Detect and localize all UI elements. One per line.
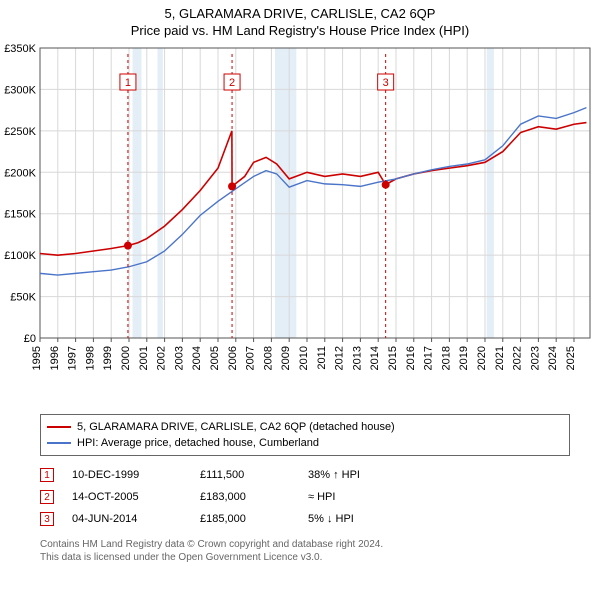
svg-text:£0: £0 (24, 333, 36, 345)
legend-row: 5, GLARAMARA DRIVE, CARLISLE, CA2 6QP (d… (47, 419, 563, 435)
svg-text:2020: 2020 (476, 346, 488, 370)
svg-text:2007: 2007 (245, 346, 257, 370)
sale-delta: 38% ↑ HPI (308, 469, 408, 481)
svg-text:£350K: £350K (4, 43, 36, 55)
svg-text:2025: 2025 (565, 346, 577, 370)
sale-price: £185,000 (200, 513, 290, 525)
svg-text:£150K: £150K (4, 209, 36, 221)
legend-label-hpi: HPI: Average price, detached house, Cumb… (77, 437, 319, 449)
svg-text:£200K: £200K (4, 167, 36, 179)
legend-label-property: 5, GLARAMARA DRIVE, CARLISLE, CA2 6QP (d… (77, 421, 395, 433)
svg-text:2013: 2013 (351, 346, 363, 370)
chart-area: £0 £50K £100K £150K £200K £250K £300K £350K 1995… (0, 38, 600, 408)
sales-row: 1 10-DEC-1999 £111,500 38% ↑ HPI (40, 464, 570, 486)
sale-date: 14-OCT-2005 (72, 491, 182, 503)
chart-svg: £0 £50K £100K £150K £200K £250K £300K £350K 1995… (0, 38, 600, 408)
svg-text:2024: 2024 (547, 346, 559, 370)
svg-text:2014: 2014 (369, 346, 381, 370)
sale-marker-icon: 2 (40, 490, 54, 504)
svg-text:2023: 2023 (529, 346, 541, 370)
svg-text:1995: 1995 (31, 346, 43, 370)
svg-text:2012: 2012 (334, 346, 346, 370)
sale-delta: ≈ HPI (308, 491, 408, 503)
svg-text:2016: 2016 (405, 346, 417, 370)
sale-delta: 5% ↓ HPI (308, 513, 408, 525)
sale-marker-icon: 3 (40, 512, 54, 526)
legend: 5, GLARAMARA DRIVE, CARLISLE, CA2 6QP (d… (40, 414, 570, 456)
chart-container: 5, GLARAMARA DRIVE, CARLISLE, CA2 6QP Pr… (0, 0, 600, 564)
svg-text:3: 3 (383, 77, 389, 89)
sales-row: 3 04-JUN-2014 £185,000 5% ↓ HPI (40, 508, 570, 530)
svg-text:£250K: £250K (4, 126, 36, 138)
svg-text:1998: 1998 (84, 346, 96, 370)
sale-price: £111,500 (200, 469, 290, 481)
footer-attribution: Contains HM Land Registry data © Crown c… (40, 538, 570, 564)
svg-text:2001: 2001 (138, 346, 150, 370)
svg-text:2021: 2021 (494, 346, 506, 370)
sale-price: £183,000 (200, 491, 290, 503)
svg-text:2011: 2011 (316, 346, 328, 370)
svg-text:2015: 2015 (387, 346, 399, 370)
svg-text:2019: 2019 (458, 346, 470, 370)
svg-text:2000: 2000 (120, 346, 132, 370)
svg-text:2005: 2005 (209, 346, 221, 370)
svg-text:2022: 2022 (512, 346, 524, 370)
svg-text:2010: 2010 (298, 346, 310, 370)
svg-text:2018: 2018 (440, 346, 452, 370)
sale-date: 04-JUN-2014 (72, 513, 182, 525)
title-address: 5, GLARAMARA DRIVE, CARLISLE, CA2 6QP (0, 6, 600, 21)
svg-text:2002: 2002 (156, 346, 168, 370)
title-subtitle: Price paid vs. HM Land Registry's House … (0, 23, 600, 38)
svg-text:£50K: £50K (10, 292, 36, 304)
svg-text:2009: 2009 (280, 346, 292, 370)
sales-row: 2 14-OCT-2005 £183,000 ≈ HPI (40, 486, 570, 508)
svg-text:2004: 2004 (191, 346, 203, 370)
svg-text:2008: 2008 (262, 346, 274, 370)
svg-text:1: 1 (125, 77, 131, 89)
legend-swatch-property (47, 426, 71, 428)
svg-text:2: 2 (229, 77, 235, 89)
svg-text:1999: 1999 (102, 346, 114, 370)
sale-marker-icon: 1 (40, 468, 54, 482)
legend-swatch-hpi (47, 442, 71, 444)
titles-block: 5, GLARAMARA DRIVE, CARLISLE, CA2 6QP Pr… (0, 0, 600, 38)
svg-text:1997: 1997 (67, 346, 79, 370)
footer-line: This data is licensed under the Open Gov… (40, 551, 570, 564)
svg-text:2003: 2003 (173, 346, 185, 370)
svg-text:1996: 1996 (49, 346, 61, 370)
svg-text:2006: 2006 (227, 346, 239, 370)
svg-text:2017: 2017 (423, 346, 435, 370)
sales-table: 1 10-DEC-1999 £111,500 38% ↑ HPI 2 14-OC… (40, 464, 570, 530)
sale-date: 10-DEC-1999 (72, 469, 182, 481)
svg-text:£100K: £100K (4, 250, 36, 262)
legend-row: HPI: Average price, detached house, Cumb… (47, 435, 563, 451)
footer-line: Contains HM Land Registry data © Crown c… (40, 538, 570, 551)
svg-text:£300K: £300K (4, 84, 36, 96)
